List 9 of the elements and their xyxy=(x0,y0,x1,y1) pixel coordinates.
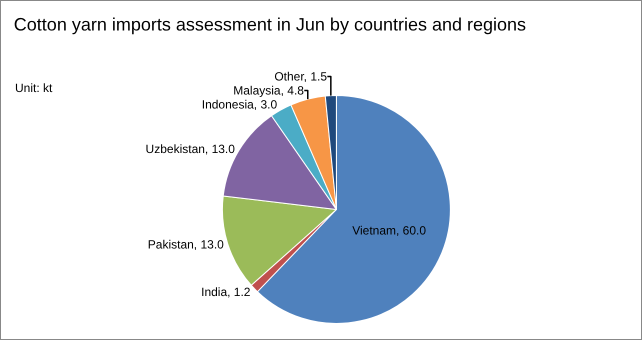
slice-label: Other, 1.5 xyxy=(274,70,328,84)
slice-label: Uzbekistan, 13.0 xyxy=(146,142,236,156)
text: Unit: kt xyxy=(15,81,54,95)
slice-label: Indonesia, 3.0 xyxy=(202,98,278,112)
slice-label: India, 1.2 xyxy=(201,284,251,299)
slice-label: Pakistan, 13.0 xyxy=(148,237,224,252)
chart-title: Cotton yarn imports assessment in Jun by countries and regions xyxy=(14,14,526,34)
slice-label: Vietnam, 60.0 xyxy=(352,224,426,238)
slice-label: Malaysia, 4.8 xyxy=(233,84,304,98)
